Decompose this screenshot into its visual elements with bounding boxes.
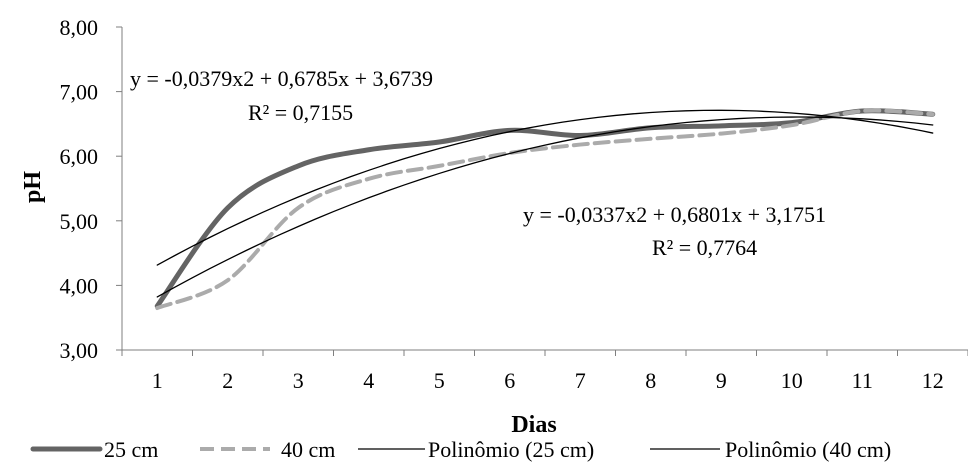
x-tick-label: 6 (504, 368, 515, 393)
x-tick-label: 5 (434, 368, 445, 393)
series-line-polin-mio-40-cm (156, 116, 934, 298)
series-layer (154, 108, 936, 311)
series-line-25-cm (154, 108, 936, 309)
legend-label-polin-mio-40-cm: Polinômio (40 cm) (725, 437, 891, 462)
equation-25cm-line1: y = -0,0379x2 + 0,6785x + 3,6739 (130, 66, 433, 91)
x-tick-label: 9 (716, 368, 727, 393)
x-tick-label: 1 (152, 368, 163, 393)
y-tick-label: 8,00 (60, 15, 99, 40)
x-tick-label: 10 (781, 368, 803, 393)
x-tick-label: 12 (922, 368, 944, 393)
x-tick-label: 3 (293, 368, 304, 393)
equation-annotations: y = -0,0379x2 + 0,6785x + 3,6739 R² = 0,… (130, 66, 826, 260)
x-tick-label: 7 (575, 368, 586, 393)
x-tick-label: 8 (645, 368, 656, 393)
equation-40cm-line1: y = -0,0337x2 + 0,6801x + 3,1751 (523, 202, 826, 227)
y-tick-label: 6,00 (60, 144, 99, 169)
x-axis-title: Dias (511, 412, 556, 438)
legend-label-25-cm: 25 cm (104, 437, 158, 462)
x-tick-label: 11 (852, 368, 873, 393)
x-tick-label: 2 (222, 368, 233, 393)
axes: 3,004,005,006,007,008,001 2 3 4 5 6 7 8 9 10 11 12 (60, 15, 968, 393)
x-tick-label: 4 (363, 368, 374, 393)
series-line-polin-mio-25-cm (156, 109, 934, 266)
y-axis-title: pH (20, 171, 46, 203)
legend-label-polin-mio-25-cm: Polinômio (25 cm) (428, 437, 594, 462)
equation-40cm-r2: R² = 0,7764 (652, 235, 757, 260)
y-tick-label: 5,00 (60, 209, 99, 234)
y-tick-label: 4,00 (60, 273, 99, 298)
series-line-40-cm (155, 108, 935, 311)
equation-25cm-r2: R² = 0,7155 (248, 100, 353, 125)
legend: 25 cm 40 cm Polinômio (25 cm) Polinômio (40… (30, 437, 891, 462)
legend-label-40-cm: 40 cm (281, 437, 335, 462)
y-tick-label: 3,00 (60, 338, 99, 363)
y-tick-label: 7,00 (60, 80, 99, 105)
